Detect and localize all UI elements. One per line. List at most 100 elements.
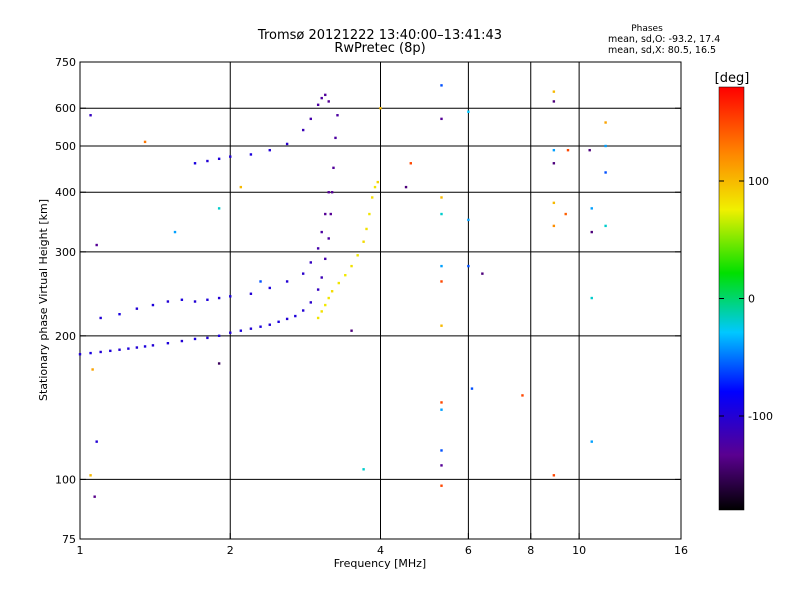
data-point [217, 362, 221, 365]
x-tick-label: 10 [572, 544, 586, 557]
y-tick-label: 500 [55, 140, 76, 153]
data-point [365, 227, 368, 231]
data-point [268, 323, 271, 326]
data-point [320, 310, 323, 313]
data-point [356, 254, 359, 257]
data-point [404, 185, 408, 189]
data-point [604, 144, 607, 148]
data-point [440, 324, 443, 327]
data-point [151, 303, 155, 307]
data-point [166, 341, 170, 345]
data-point [135, 346, 139, 349]
data-point [590, 440, 593, 443]
data-point [564, 212, 567, 216]
grid-lines [80, 62, 681, 539]
data-point [588, 148, 591, 152]
y-axis-label: Stationary phase Virtual Height [km] [37, 199, 50, 401]
data-point [552, 224, 556, 228]
data-point [440, 117, 443, 121]
data-point [604, 224, 607, 228]
data-point [552, 100, 556, 103]
data-point [316, 288, 320, 291]
chart-subtitle: RwPretec (8p) [334, 41, 425, 56]
data-point [440, 408, 443, 411]
data-point [217, 207, 221, 210]
colorbar-label: [deg] [715, 71, 750, 86]
data-point [409, 162, 412, 165]
data-point [552, 474, 556, 477]
data-point [376, 180, 379, 184]
data-point [344, 273, 347, 277]
data-point [350, 329, 353, 332]
data-point [379, 107, 382, 110]
data-point [552, 201, 556, 205]
data-point [309, 117, 312, 121]
data-point [337, 281, 341, 285]
y-tick-label: 75 [62, 533, 76, 546]
y-tick-label: 750 [55, 56, 76, 69]
data-point [180, 298, 184, 301]
data-point [604, 171, 607, 174]
data-point [336, 114, 339, 117]
plot-area: 1 2 4 6 8 10 16 75 100 200 300 400 500 600 750 [55, 56, 688, 557]
data-point [440, 84, 443, 87]
stats-line-o: mean, sd,O: -93.2, 17.4 [608, 34, 720, 45]
data-point [316, 316, 320, 320]
data-point [440, 401, 443, 404]
y-axis-ticks: 75 100 200 300 400 500 600 750 [55, 56, 681, 546]
data-point [118, 312, 121, 316]
y-tick-label: 600 [55, 102, 76, 115]
data-point [206, 159, 209, 163]
data-point [301, 272, 305, 275]
data-point [95, 440, 98, 443]
x-tick-label: 2 [227, 544, 234, 557]
colorbar-tick-label: 100 [748, 175, 769, 188]
data-point [95, 243, 98, 247]
data-point [127, 347, 130, 350]
x-tick-label: 6 [465, 544, 472, 557]
data-point [229, 295, 232, 298]
data-point [277, 320, 280, 323]
data-point [327, 191, 330, 194]
data-point [268, 286, 271, 290]
data-point [440, 196, 443, 199]
data-point [334, 136, 337, 140]
data-point [440, 449, 443, 452]
data-point [552, 90, 556, 93]
stats-line-x: mean, sd,X: 80.5, 16.5 [608, 45, 716, 56]
data-point [604, 121, 607, 124]
y-tick-label: 300 [55, 246, 76, 259]
data-point [294, 314, 297, 318]
data-point [590, 296, 593, 300]
data-point [362, 468, 365, 471]
data-point [566, 148, 570, 152]
x-tick-label: 1 [77, 544, 84, 557]
data-point [135, 307, 139, 310]
data-point [285, 317, 289, 321]
data-point [259, 325, 262, 328]
data-point [590, 207, 593, 210]
data-point [440, 464, 443, 467]
data-point [320, 230, 323, 234]
data-point [193, 162, 197, 165]
data-point [268, 148, 271, 152]
data-point [552, 162, 556, 165]
data-point [552, 148, 556, 152]
data-point [320, 96, 323, 100]
data-point [151, 344, 155, 347]
data-point [330, 191, 334, 194]
data-point [309, 261, 312, 264]
data-point [481, 272, 484, 275]
data-point [327, 296, 330, 300]
data-point [301, 128, 305, 132]
data-point [368, 212, 371, 216]
data-point [91, 368, 94, 371]
data-point [217, 334, 221, 338]
data-point [193, 337, 197, 341]
y-tick-label: 100 [55, 473, 76, 486]
data-point [143, 345, 147, 348]
data-point [109, 349, 112, 353]
data-points [78, 84, 607, 498]
data-point [249, 153, 253, 156]
y-tick-label: 400 [55, 186, 76, 199]
